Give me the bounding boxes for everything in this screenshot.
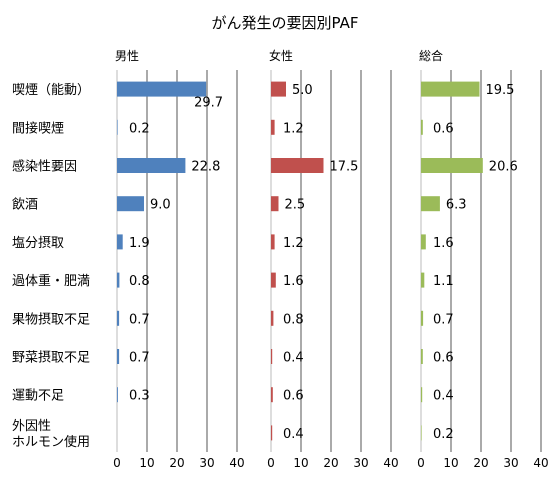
data-label: 0.6: [433, 121, 454, 136]
data-label: 5.0: [292, 83, 313, 98]
tick-label: 40: [383, 456, 398, 470]
category-label: 外因性ホルモン使用: [12, 419, 90, 450]
tick-label: 0: [417, 456, 425, 470]
data-label: 0.7: [129, 312, 150, 327]
bar: [271, 234, 275, 250]
bar: [271, 349, 273, 364]
category-label: 間接喫煙: [12, 120, 64, 136]
data-label: 20.6: [489, 160, 518, 175]
bar: [271, 272, 276, 288]
bar: [421, 119, 423, 135]
tick-label: 30: [353, 456, 368, 470]
bar: [271, 196, 279, 212]
panel-0: 男性 0 10 20 30 40 29.7 0.2 22.8 9.0 1.9 0.8 0.7 0.7 0.3: [113, 49, 244, 470]
bar: [271, 158, 324, 173]
bar: [117, 158, 186, 173]
tick-label: 0: [113, 456, 121, 470]
bar: [271, 81, 286, 97]
data-label: 17.5: [330, 160, 359, 175]
bar: [271, 119, 275, 135]
data-label: 22.8: [191, 160, 220, 175]
data-label: 0.6: [433, 351, 454, 366]
bar: [271, 425, 273, 441]
chart-panels: 男性 0 10 20 30 40 29.7 0.2 22.8 9.0 1.9 0.8 0.7 0.7 0.3…: [113, 48, 548, 470]
panel-2: 総合 0 10 20 30 40 19.5 0.6 20.6 6.3 1.6 1.1 0.7 0.6 0.4…: [417, 48, 548, 470]
data-label: 0.4: [433, 389, 454, 404]
bar: [271, 387, 273, 403]
data-label: 0.4: [283, 427, 304, 442]
bar: [421, 272, 425, 288]
chart-title: がん発生の要因別PAF: [212, 14, 359, 32]
data-label: 29.7: [194, 96, 223, 111]
tick-label: 20: [473, 456, 488, 470]
category-label: 感染性要因: [12, 159, 77, 175]
data-label: 6.3: [446, 198, 467, 213]
panel-title: 女性: [269, 48, 293, 63]
tick-label: 10: [139, 456, 154, 470]
panel-1: 女性 0 10 20 30 40 5.0 1.2 17.5 2.5 1.2 1.6 0.8 0.4 0.6 0…: [267, 48, 398, 470]
data-label: 0.2: [433, 427, 454, 442]
bar: [421, 349, 423, 364]
bar: [421, 81, 480, 97]
bar: [117, 349, 120, 364]
data-label: 9.0: [150, 198, 171, 213]
data-label: 1.6: [283, 274, 304, 289]
category-label: 運動不足: [12, 389, 64, 404]
bar: [421, 158, 483, 173]
category-label: 野菜摂取不足: [12, 350, 90, 366]
data-label: 0.3: [129, 389, 150, 404]
tick-label: 40: [229, 456, 244, 470]
data-label: 1.2: [283, 121, 304, 136]
data-label: 19.5: [486, 83, 515, 98]
bar: [271, 310, 274, 326]
bar: [421, 234, 426, 250]
tick-label: 40: [533, 456, 548, 470]
category-label: 果物摂取不足: [12, 311, 90, 327]
panel-title: 総合: [419, 48, 443, 63]
data-label: 0.7: [129, 351, 150, 366]
data-label: 0.8: [283, 312, 304, 327]
category-label: 塩分摂取: [12, 235, 64, 251]
tick-label: 0: [267, 456, 275, 470]
bar: [421, 425, 422, 441]
bar: [117, 272, 120, 288]
bar: [117, 196, 144, 212]
data-label: 0.4: [283, 351, 304, 366]
bar: [421, 196, 440, 212]
category-label: 過体重・肥満: [12, 273, 90, 289]
tick-label: 30: [199, 456, 214, 470]
bar: [117, 234, 123, 250]
tick-label: 30: [503, 456, 518, 470]
bar: [117, 119, 118, 135]
data-label: 0.2: [129, 121, 150, 136]
data-label: 1.6: [433, 236, 454, 251]
tick-label: 20: [323, 456, 338, 470]
bar: [117, 310, 120, 326]
bar: [117, 81, 207, 97]
category-label: 喫煙（能動）: [12, 83, 90, 98]
bar: [421, 310, 424, 326]
tick-label: 20: [169, 456, 184, 470]
bar: [117, 387, 118, 403]
tick-label: 10: [443, 456, 458, 470]
data-label: 0.7: [433, 312, 454, 327]
panel-title: 男性: [115, 49, 139, 63]
data-label: 1.1: [433, 274, 454, 289]
bar: [421, 387, 423, 403]
data-label: 0.6: [283, 389, 304, 404]
data-label: 0.8: [129, 274, 150, 289]
data-label: 1.9: [129, 236, 150, 251]
data-label: 1.2: [283, 236, 304, 251]
category-label: 飲酒: [12, 197, 38, 213]
tick-label: 10: [293, 456, 308, 470]
category-labels: 喫煙（能動） 間接喫煙感染性要因飲酒塩分摂取過体重・肥満果物摂取不足野菜摂取不足運…: [12, 83, 90, 450]
data-label: 2.5: [285, 198, 306, 213]
